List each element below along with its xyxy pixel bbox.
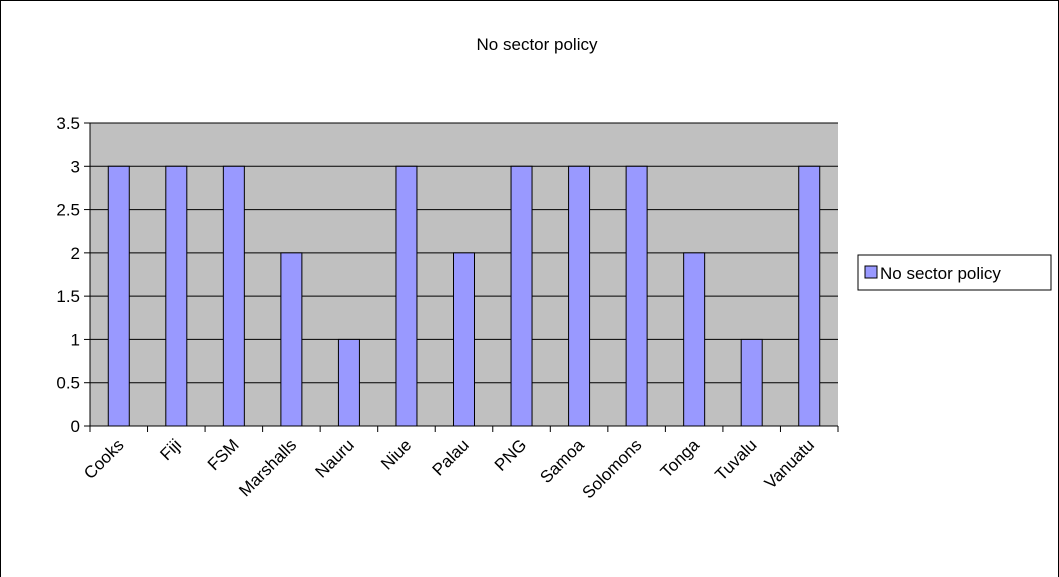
x-tick-label: Tonga [657,435,704,482]
bar [280,252,303,427]
x-tick-label: Nauru [312,435,358,481]
x-tick-label: Vanuatu [761,435,818,492]
x-tick-label: PNG [491,435,530,474]
x-tick-label: Niue [377,435,415,473]
bar [107,165,130,427]
bar [510,165,533,427]
bar [395,165,418,427]
bar [798,165,821,427]
legend: No sector policy [857,254,1052,291]
y-tick-label: 1.5 [56,287,80,306]
x-tick-label: Tuvalu [711,435,760,484]
y-tick-label: 2.5 [56,201,80,220]
y-tick-label: 0 [71,417,80,436]
bar [568,165,591,427]
bar [453,252,475,427]
bar [222,165,245,427]
bar [625,165,648,427]
x-tick-label: Palau [429,435,473,479]
legend-box [857,254,1052,291]
y-tick-label: 2 [71,244,80,263]
x-tick-label: Cooks [80,435,128,483]
x-tick-label: Solomons [579,435,646,502]
y-tick-label: 3.5 [56,114,80,133]
bar [683,252,706,427]
x-tick-label: FSM [204,435,243,474]
x-tick-label: Marshalls [235,435,300,500]
bar [337,338,360,427]
chart-title: No sector policy [477,35,598,54]
y-tick-label: 1 [71,330,80,349]
y-tick-label: 0.5 [56,374,80,393]
x-tick-label: Fiji [156,435,185,464]
legend-swatch [864,265,878,279]
bar [165,165,188,427]
y-tick-label: 3 [71,157,80,176]
bar [740,338,763,427]
legend-label: No sector policy [880,264,1001,283]
x-tick-label: Samoa [536,435,588,487]
